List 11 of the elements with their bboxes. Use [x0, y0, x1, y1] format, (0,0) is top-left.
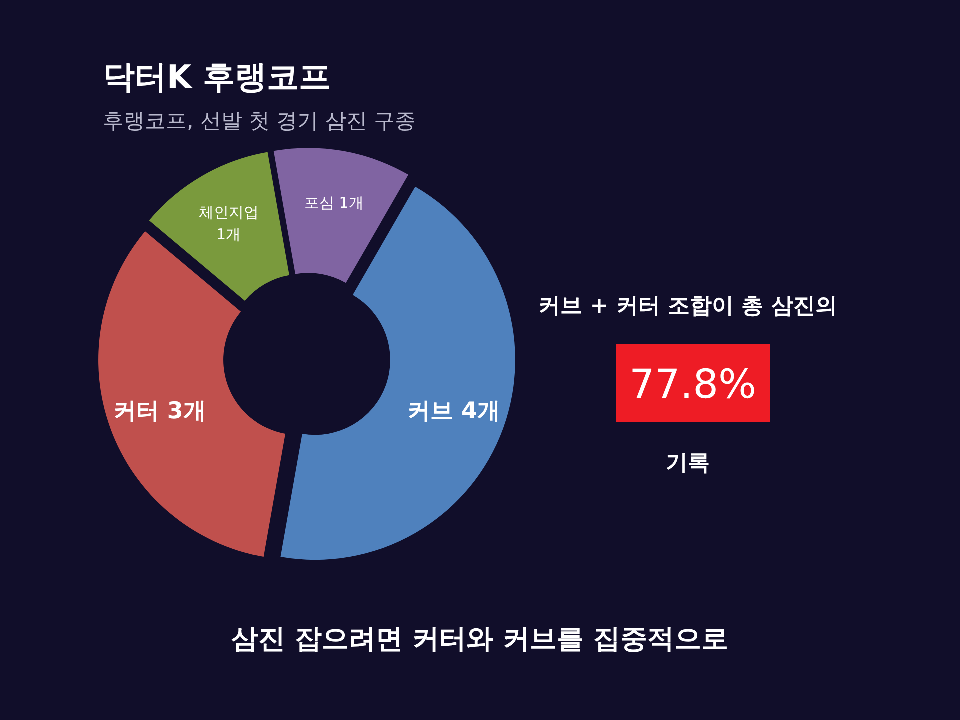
text: 삼진 잡으려면 커터와 커브를 집중적으로	[232, 624, 728, 655]
text: 기록	[666, 451, 710, 476]
slice-label: 포심 1개	[304, 194, 364, 212]
slice-label: 커브 4개	[408, 398, 501, 425]
slice-label: 체인지업	[198, 203, 259, 222]
text: 커브 + 커터 조합이 총 삼진의	[538, 294, 838, 319]
chart-subtitle: 후랭코프, 선발 첫 경기 삼진 구종	[103, 109, 416, 133]
data-label: 1개	[216, 225, 242, 244]
text: 77.8%	[629, 362, 757, 408]
chart-title: 닥터K 후랭코프	[103, 58, 331, 96]
slice-label: 커터 3개	[113, 398, 206, 425]
